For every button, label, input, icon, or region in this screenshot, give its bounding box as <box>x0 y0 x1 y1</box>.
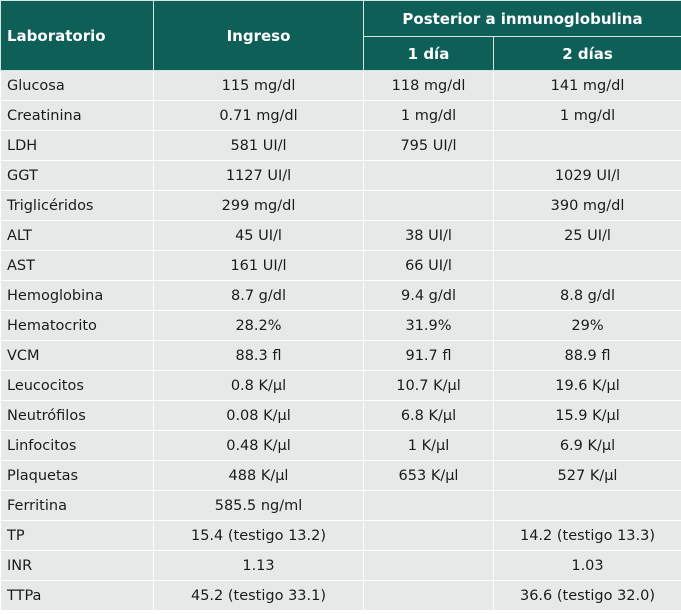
ingreso-cell: 88.3 fl <box>153 340 364 371</box>
row-name-cell: LDH <box>0 130 154 161</box>
table-row: Hemoglobina 8.7 g/dl 9.4 g/dl 8.8 g/dl <box>0 280 681 311</box>
dia1-cell: 31.9% <box>363 310 494 341</box>
header-dia1: 1 día <box>363 36 494 71</box>
dia1-cell: 795 UI/l <box>363 130 494 161</box>
header-laboratorio: Laboratorio <box>0 0 154 71</box>
ingreso-cell: 0.48 K/µl <box>153 430 364 461</box>
table-row: Glucosa 115 mg/dl 118 mg/dl 141 mg/dl <box>0 70 681 101</box>
dia1-cell: 1 mg/dl <box>363 100 494 131</box>
table-row: Neutrófilos 0.08 K/µl 6.8 K/µl 15.9 K/µl <box>0 400 681 431</box>
dia1-cell <box>363 580 494 611</box>
table-row: ALT 45 UI/l 38 UI/l 25 UI/l <box>0 220 681 251</box>
table-row: Plaquetas 488 K/µl 653 K/µl 527 K/µl <box>0 460 681 491</box>
dia1-cell: 91.7 fl <box>363 340 494 371</box>
dia2-cell: 29% <box>493 310 681 341</box>
ingreso-cell: 161 UI/l <box>153 250 364 281</box>
dia1-cell: 66 UI/l <box>363 250 494 281</box>
dia1-cell: 118 mg/dl <box>363 70 494 101</box>
table-row: Hematocrito 28.2% 31.9% 29% <box>0 310 681 341</box>
ingreso-cell: 115 mg/dl <box>153 70 364 101</box>
table-row: Ferritina 585.5 ng/ml <box>0 490 681 521</box>
table-row: INR 1.13 1.03 <box>0 550 681 581</box>
dia1-cell: 1 K/µl <box>363 430 494 461</box>
ingreso-cell: 0.08 K/µl <box>153 400 364 431</box>
dia2-cell: 25 UI/l <box>493 220 681 251</box>
ingreso-cell: 15.4 (testigo 13.2) <box>153 520 364 551</box>
dia2-cell: 390 mg/dl <box>493 190 681 221</box>
ingreso-cell: 585.5 ng/ml <box>153 490 364 521</box>
ingreso-cell: 45.2 (testigo 33.1) <box>153 580 364 611</box>
table-header: Laboratorio Ingreso Posterior a inmunogl… <box>0 0 681 71</box>
ingreso-cell: 0.71 mg/dl <box>153 100 364 131</box>
dia2-cell: 1029 UI/l <box>493 160 681 191</box>
dia2-cell: 527 K/µl <box>493 460 681 491</box>
ingreso-cell: 28.2% <box>153 310 364 341</box>
table-row: Linfocitos 0.48 K/µl 1 K/µl 6.9 K/µl <box>0 430 681 461</box>
row-name-cell: Triglicéridos <box>0 190 154 221</box>
dia1-cell <box>363 550 494 581</box>
dia1-cell: 38 UI/l <box>363 220 494 251</box>
dia2-cell: 141 mg/dl <box>493 70 681 101</box>
table-body: Glucosa 115 mg/dl 118 mg/dl 141 mg/dl Creati… <box>0 70 681 611</box>
row-name-cell: Neutrófilos <box>0 400 154 431</box>
dia1-cell: 6.8 K/µl <box>363 400 494 431</box>
table-row: VCM 88.3 fl 91.7 fl 88.9 fl <box>0 340 681 371</box>
ingreso-cell: 45 UI/l <box>153 220 364 251</box>
ingreso-cell: 8.7 g/dl <box>153 280 364 311</box>
row-name-cell: INR <box>0 550 154 581</box>
row-name-cell: ALT <box>0 220 154 251</box>
ingreso-cell: 0.8 K/µl <box>153 370 364 401</box>
header-ingreso: Ingreso <box>153 0 364 71</box>
dia1-cell: 9.4 g/dl <box>363 280 494 311</box>
ingreso-cell: 1127 UI/l <box>153 160 364 191</box>
row-name-cell: Hemoglobina <box>0 280 154 311</box>
table-row: TP 15.4 (testigo 13.2) 14.2 (testigo 13.3) <box>0 520 681 551</box>
dia2-cell: 19.6 K/µl <box>493 370 681 401</box>
row-name-cell: Creatinina <box>0 100 154 131</box>
row-name-cell: Hematocrito <box>0 310 154 341</box>
dia1-cell <box>363 190 494 221</box>
row-name-cell: Glucosa <box>0 70 154 101</box>
row-name-cell: AST <box>0 250 154 281</box>
header-dia2: 2 días <box>493 36 681 71</box>
table-row: Creatinina 0.71 mg/dl 1 mg/dl 1 mg/dl <box>0 100 681 131</box>
dia1-cell: 10.7 K/µl <box>363 370 494 401</box>
ingreso-cell: 581 UI/l <box>153 130 364 161</box>
row-name-cell: Ferritina <box>0 490 154 521</box>
row-name-cell: Linfocitos <box>0 430 154 461</box>
dia1-cell <box>363 490 494 521</box>
row-name-cell: GGT <box>0 160 154 191</box>
dia2-cell <box>493 490 681 521</box>
header-posterior: Posterior a inmunoglobulina <box>363 0 681 37</box>
row-name-cell: VCM <box>0 340 154 371</box>
dia2-cell <box>493 130 681 161</box>
ingreso-cell: 299 mg/dl <box>153 190 364 221</box>
dia2-cell: 15.9 K/µl <box>493 400 681 431</box>
dia2-cell: 14.2 (testigo 13.3) <box>493 520 681 551</box>
ingreso-cell: 488 K/µl <box>153 460 364 491</box>
dia1-cell: 653 K/µl <box>363 460 494 491</box>
dia2-cell <box>493 250 681 281</box>
table-row: Leucocitos 0.8 K/µl 10.7 K/µl 19.6 K/µl <box>0 370 681 401</box>
dia2-cell: 88.9 fl <box>493 340 681 371</box>
dia2-cell: 36.6 (testigo 32.0) <box>493 580 681 611</box>
table-row: GGT 1127 UI/l 1029 UI/l <box>0 160 681 191</box>
row-name-cell: Leucocitos <box>0 370 154 401</box>
ingreso-cell: 1.13 <box>153 550 364 581</box>
dia2-cell: 1 mg/dl <box>493 100 681 131</box>
dia2-cell: 1.03 <box>493 550 681 581</box>
table-row: LDH 581 UI/l 795 UI/l <box>0 130 681 161</box>
row-name-cell: Plaquetas <box>0 460 154 491</box>
dia2-cell: 8.8 g/dl <box>493 280 681 311</box>
table-row: AST 161 UI/l 66 UI/l <box>0 250 681 281</box>
dia1-cell <box>363 520 494 551</box>
table-row: TTPa 45.2 (testigo 33.1) 36.6 (testigo 32.… <box>0 580 681 611</box>
row-name-cell: TTPa <box>0 580 154 611</box>
row-name-cell: TP <box>0 520 154 551</box>
table-row: Triglicéridos 299 mg/dl 390 mg/dl <box>0 190 681 221</box>
dia2-cell: 6.9 K/µl <box>493 430 681 461</box>
dia1-cell <box>363 160 494 191</box>
